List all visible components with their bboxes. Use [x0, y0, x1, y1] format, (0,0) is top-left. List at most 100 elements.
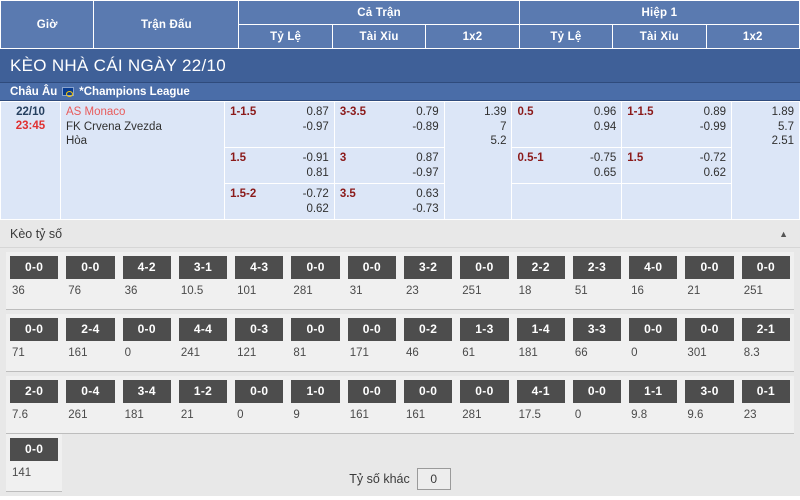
cell-full-overunder-3[interactable]: 3.5 0.63 -0.73	[333, 183, 445, 220]
score-odd-value: 0	[124, 347, 131, 359]
score-cell[interactable]: 0-0 0	[231, 376, 288, 434]
cell-half-handicap-1[interactable]: 0.5 0.96 0.94	[511, 101, 623, 148]
cell-full-handicap-3[interactable]: 1.5-2 -0.72 0.62	[224, 183, 335, 220]
score-cell[interactable]: 0-0 171	[343, 314, 400, 372]
score-cell[interactable]: 0-0 281	[456, 376, 513, 434]
score-cell[interactable]: 0-0 31	[343, 252, 400, 310]
score-cell[interactable]: 0-0 0	[568, 376, 626, 434]
score-cell[interactable]: 0-0 36	[6, 252, 63, 310]
table-row[interactable]: 1.5 -0.91 0.81 3 0.87 -0.97 0.5-1 -0.75 0.6…	[1, 147, 800, 184]
score-cell[interactable]: 1-0 9	[287, 376, 344, 434]
score-cell[interactable]: 0-0 161	[343, 376, 400, 434]
score-cell-empty	[62, 434, 119, 492]
cell-half-overunder-1[interactable]: 1-1.5 0.89 -0.99	[621, 101, 733, 148]
cell-full-overunder-1[interactable]: 3-3.5 0.79 -0.89	[333, 101, 445, 148]
score-odd-value: 171	[349, 347, 369, 359]
overunder-line: 1-1.5	[627, 106, 654, 118]
other-score-value[interactable]: 0	[416, 468, 451, 490]
column-header-half-overunder: Tài Xỉu	[612, 24, 707, 49]
match-time: 23:45	[15, 120, 46, 132]
team-home-label: AS Monaco	[65, 106, 126, 118]
page-title: KÈO NHÀ CÁI NGÀY 22/10	[0, 49, 800, 82]
score-cell[interactable]: 2-3 51	[568, 252, 626, 310]
score-odd-value: 9.6	[687, 409, 704, 421]
score-cell[interactable]: 0-0 0	[625, 314, 682, 372]
score-cell[interactable]: 1-3 61	[456, 314, 513, 372]
score-cell[interactable]: 4-1 17.5	[512, 376, 569, 434]
score-cell[interactable]: 4-4 241	[174, 314, 232, 372]
score-cell[interactable]: 3-1 10.5	[174, 252, 232, 310]
score-badge: 4-2	[122, 256, 171, 279]
score-badge: 3-0	[685, 380, 734, 403]
score-cell[interactable]: 0-4 261	[62, 376, 119, 434]
score-cell[interactable]: 3-2 23	[399, 252, 457, 310]
other-score-label: Tỷ số khác	[349, 472, 410, 486]
cell-full-handicap-1[interactable]: 1-1.5 0.87 -0.97	[224, 101, 335, 148]
score-cell[interactable]: 2-4 161	[62, 314, 119, 372]
score-badge: 0-0	[629, 318, 678, 341]
score-odd-value: 0	[574, 409, 582, 421]
score-cell[interactable]: 0-0 141	[6, 434, 63, 492]
score-cell[interactable]: 0-0 281	[287, 252, 344, 310]
score-cell[interactable]: 0-3 121	[231, 314, 288, 372]
score-cell[interactable]: 4-0 16	[625, 252, 682, 310]
score-odd-value: 8.3	[743, 347, 760, 359]
chevron-up-icon[interactable]: ▲	[779, 229, 788, 239]
score-odd-value: 10.5	[180, 285, 204, 297]
score-odd-value: 141	[12, 467, 32, 479]
score-badge: 0-0	[291, 256, 340, 279]
score-badge: 0-0	[685, 318, 734, 341]
score-cell[interactable]: 4-3 101	[231, 252, 288, 310]
cell-full-handicap-2[interactable]: 1.5 -0.91 0.81	[224, 147, 335, 184]
score-odd-value: 18	[518, 285, 532, 297]
cell-full-1x2[interactable]: 1.39 7 5.2	[443, 101, 513, 220]
score-cell[interactable]: 4-2 36	[118, 252, 175, 310]
eu-flag-icon	[62, 87, 75, 97]
team-away-label: FK Crvena Zvezda	[65, 120, 162, 133]
cell-half-overunder-3[interactable]	[621, 183, 733, 220]
score-cell-empty	[174, 434, 232, 492]
score-cell[interactable]: 0-0 251	[737, 252, 794, 310]
correct-score-header[interactable]: Kèo tỷ số ▲	[0, 220, 800, 248]
table-row[interactable]: 22/10 23:45 AS Monaco FK Crvena Zvezda H…	[0, 101, 800, 220]
score-cell[interactable]: 1-2 21	[174, 376, 232, 434]
score-cell[interactable]: 3-3 66	[568, 314, 626, 372]
odd-value-bottom: 0.94	[593, 120, 617, 133]
score-cell-empty	[737, 434, 794, 492]
score-badge: 4-3	[235, 256, 284, 279]
score-odd-value: 16	[631, 285, 644, 297]
score-cell[interactable]: 0-1 23	[737, 376, 794, 434]
score-cell[interactable]: 0-2 46	[399, 314, 457, 372]
score-cell[interactable]: 0-0 81	[287, 314, 344, 372]
score-odd-value: 161	[349, 409, 369, 421]
score-odd-value: 261	[68, 409, 88, 421]
score-cell[interactable]: 0-0 301	[681, 314, 738, 372]
overunder-line: 1.5	[627, 152, 644, 164]
score-cell[interactable]: 0-0 251	[456, 252, 513, 310]
score-cell[interactable]: 0-0 0	[118, 314, 175, 372]
score-cell[interactable]: 1-1 9.8	[625, 376, 682, 434]
score-cell[interactable]: 3-4 181	[118, 376, 175, 434]
cell-half-handicap-2[interactable]: 0.5-1 -0.75 0.65	[511, 147, 623, 184]
table-row[interactable]: 1.5-2 -0.72 0.62 3.5 0.63 -0.73	[1, 183, 800, 220]
score-badge: 0-0	[572, 380, 622, 403]
score-cell-empty	[231, 434, 288, 492]
score-cell[interactable]: 0-0 76	[62, 252, 119, 310]
cell-full-overunder-2[interactable]: 3 0.87 -0.97	[333, 147, 445, 184]
score-cell[interactable]: 2-2 18	[512, 252, 569, 310]
league-row[interactable]: Châu Âu *Champions League	[0, 82, 800, 101]
odd-value-top: 0.79	[416, 106, 439, 118]
cell-half-overunder-2[interactable]: 1.5 -0.72 0.62	[621, 147, 733, 184]
score-cell[interactable]: 0-0 161	[399, 376, 457, 434]
score-cell[interactable]: 3-0 9.6	[681, 376, 738, 434]
cell-half-handicap-3[interactable]	[511, 183, 623, 220]
score-cell[interactable]: 1-4 181	[512, 314, 569, 372]
score-odd-value: 31	[349, 285, 363, 297]
cell-half-1x2[interactable]: 1.89 5.7 2.51	[731, 101, 800, 220]
score-cell[interactable]: 2-0 7.6	[6, 376, 63, 434]
score-badge: 0-0	[10, 438, 59, 461]
score-odd-value: 61	[462, 347, 476, 359]
score-cell[interactable]: 0-0 21	[681, 252, 738, 310]
score-cell[interactable]: 2-1 8.3	[737, 314, 794, 372]
score-cell[interactable]: 0-0 71	[6, 314, 63, 372]
